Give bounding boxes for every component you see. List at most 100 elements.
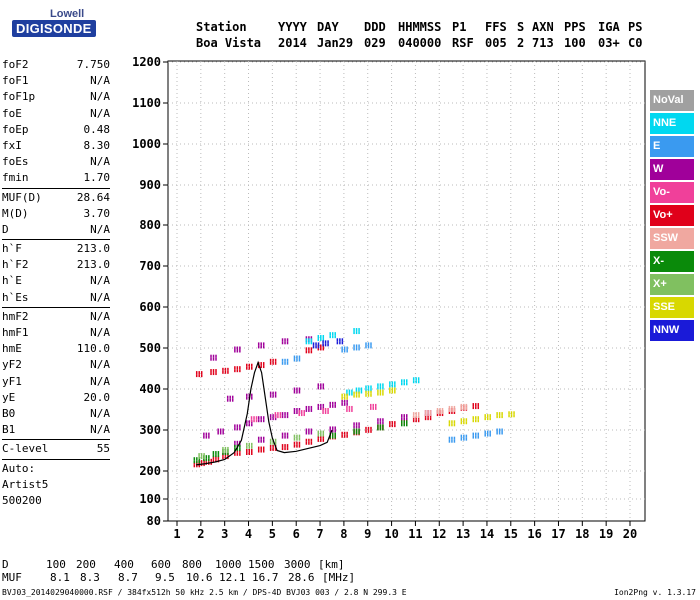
data-point (320, 438, 322, 442)
param-row: hmF2 N/A (2, 309, 110, 325)
data-point (217, 454, 220, 458)
data-point (317, 335, 320, 339)
distance-label: D (2, 558, 9, 571)
data-point (451, 439, 453, 443)
legend-item: SSW (650, 228, 694, 249)
data-point (260, 342, 262, 346)
data-point (367, 393, 370, 397)
data-point (477, 403, 480, 407)
data-point (239, 349, 241, 353)
data-point (196, 464, 198, 468)
data-point (281, 361, 284, 365)
data-point (205, 455, 208, 459)
data-point (382, 424, 384, 428)
data-point (365, 426, 367, 430)
data-point (269, 441, 272, 445)
param-row: yF1 N/A (2, 374, 110, 390)
data-point (379, 427, 382, 431)
header-label: AXN (532, 20, 554, 34)
data-point (322, 411, 324, 414)
data-point (224, 367, 227, 371)
data-point (510, 414, 513, 418)
legend: NoVal NNE E W Vo- Vo+ SSW X- X+ SSE NNW (650, 90, 694, 343)
data-point (424, 413, 427, 417)
data-point (262, 439, 265, 443)
y-tick-label: 1200 (132, 55, 161, 69)
data-point (248, 420, 251, 424)
data-point (239, 444, 241, 448)
data-point (327, 408, 329, 411)
data-point (382, 383, 384, 387)
data-point (436, 411, 439, 414)
data-point (441, 408, 444, 411)
data-point (358, 394, 360, 398)
data-point (343, 431, 346, 435)
data-point (327, 343, 329, 347)
data-point (379, 389, 382, 393)
data-point (324, 340, 327, 344)
data-point (239, 449, 241, 453)
param-row: hmF1 N/A (2, 325, 110, 341)
data-point (334, 435, 336, 439)
data-point (377, 421, 379, 425)
data-point (367, 388, 370, 392)
data-point (389, 421, 391, 425)
data-point (394, 387, 396, 391)
data-point (198, 371, 200, 375)
param-value: 55 (96, 442, 110, 456)
data-point (215, 357, 217, 361)
header-label: HHMMSS (398, 20, 442, 34)
y-tick-label: 100 (139, 492, 161, 506)
data-point (227, 370, 229, 374)
separator (2, 239, 110, 241)
param-name: B0 (2, 406, 16, 420)
data-point (224, 370, 227, 374)
data-point (310, 405, 313, 409)
data-point (412, 377, 415, 381)
legend-item: W (650, 159, 694, 180)
data-point (269, 391, 272, 395)
data-point (370, 429, 372, 433)
data-point (508, 411, 510, 415)
data-point (262, 365, 265, 369)
data-point (427, 413, 429, 417)
data-point (308, 405, 310, 409)
data-point (341, 346, 343, 350)
data-point (305, 405, 308, 409)
data-point (394, 384, 396, 388)
data-point (353, 394, 355, 398)
data-point (341, 402, 343, 406)
data-point (281, 412, 284, 416)
header-label: PS (628, 20, 643, 34)
data-point (406, 379, 408, 383)
param-row: h`F 213.0 (2, 241, 110, 257)
param-name: foF1 (2, 74, 29, 88)
muf-value: 8.1 (50, 571, 70, 584)
param-name: C-level (2, 442, 49, 456)
data-point (401, 382, 403, 386)
param-name: h`F2 (2, 258, 29, 272)
data-point (193, 460, 196, 464)
data-point (322, 340, 324, 344)
data-point (370, 388, 372, 392)
data-point (298, 355, 301, 359)
data-point (417, 419, 420, 423)
data-point (205, 458, 208, 462)
param-name: D (2, 222, 9, 236)
data-point (217, 451, 220, 455)
data-point (372, 403, 375, 407)
data-point (351, 389, 353, 393)
data-point (296, 411, 298, 414)
data-point (239, 452, 241, 456)
data-point (227, 367, 229, 371)
data-point (346, 389, 348, 393)
data-point (334, 404, 336, 408)
data-point (401, 420, 403, 424)
data-point (334, 432, 336, 436)
data-point (200, 371, 203, 375)
data-point (501, 431, 503, 435)
x-tick-label: 10 (384, 527, 398, 541)
data-point (412, 419, 415, 423)
data-point (234, 369, 236, 373)
